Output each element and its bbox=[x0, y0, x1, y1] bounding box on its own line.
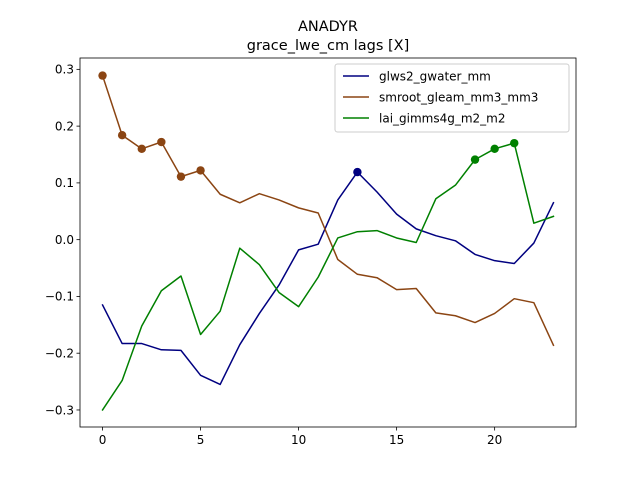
y-tick-label: 0.2 bbox=[55, 119, 74, 133]
legend-label-0: glws2_gwater_mm bbox=[379, 69, 491, 83]
chart-subtitle: grace_lwe_cm lags [X] bbox=[247, 38, 410, 54]
x-tick-label: 5 bbox=[197, 433, 205, 447]
x-tick-label: 20 bbox=[487, 433, 502, 447]
series-line-0 bbox=[101, 171, 555, 386]
y-tick-label: −0.1 bbox=[45, 290, 74, 304]
series-line-1 bbox=[101, 74, 555, 347]
data-point-marker bbox=[470, 155, 480, 164]
y-tick-label: −0.3 bbox=[45, 403, 74, 417]
y-tick-label: −0.2 bbox=[45, 347, 74, 361]
legend: glws2_gwater_mm smroot_gleam_mm3_mm3 lai_g… bbox=[334, 63, 570, 133]
x-tick-label: 10 bbox=[291, 433, 306, 447]
data-point-marker bbox=[98, 71, 107, 80]
chart-title: ANADYR bbox=[298, 19, 358, 35]
data-point-marker bbox=[510, 138, 519, 148]
data-point-marker bbox=[196, 166, 205, 175]
data-point-marker bbox=[353, 167, 362, 177]
x-tick-label: 0 bbox=[99, 433, 107, 447]
data-point-marker bbox=[117, 131, 127, 140]
axes: 0 5 10 15 20 −0.3 −0.2 −0.1 0.0 0.1 0.2 0.3 bbox=[45, 57, 577, 447]
legend-box bbox=[334, 63, 570, 133]
data-point-marker bbox=[490, 144, 499, 154]
data-point-marker bbox=[137, 144, 146, 154]
plot-area bbox=[98, 71, 555, 412]
legend-label-2: lai_gimms4g_m2_m2 bbox=[379, 111, 506, 125]
data-point-marker bbox=[176, 172, 186, 181]
y-tick-label: 0.0 bbox=[55, 233, 74, 247]
legend-label-1: smroot_gleam_mm3_mm3 bbox=[379, 90, 538, 104]
x-tick-label: 15 bbox=[389, 433, 404, 447]
y-tick-label: 0.3 bbox=[55, 63, 74, 77]
data-point-marker bbox=[157, 137, 166, 147]
plot-frame bbox=[79, 57, 577, 428]
y-tick-label: 0.1 bbox=[55, 176, 74, 190]
